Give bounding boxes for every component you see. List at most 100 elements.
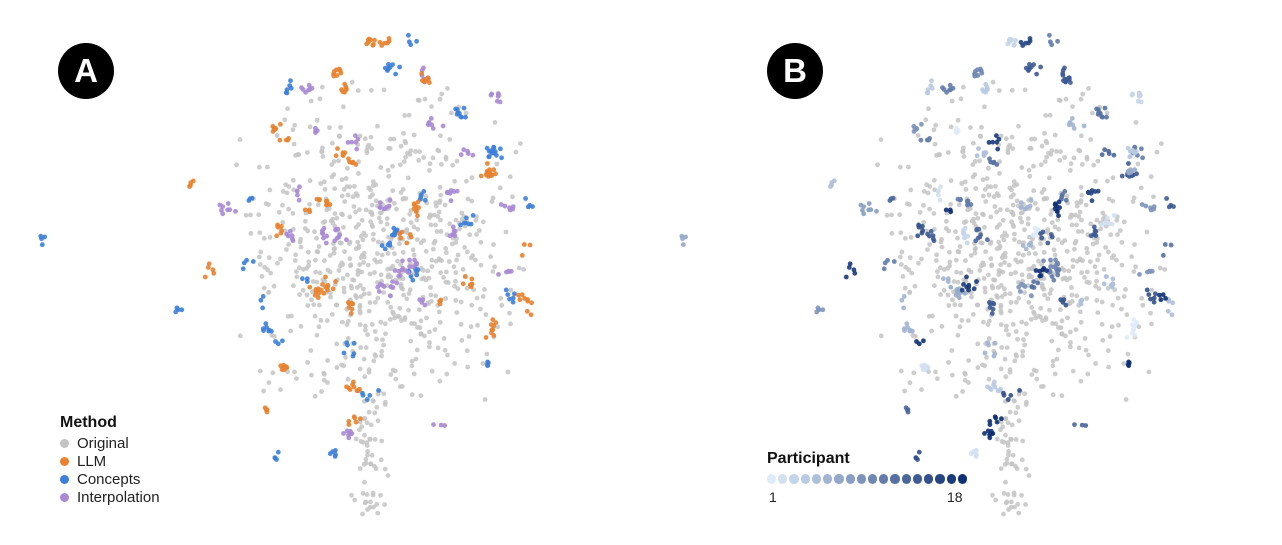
scatter-point	[482, 397, 488, 402]
scatter-point	[499, 302, 505, 308]
scatter-point	[907, 202, 912, 208]
scatter-point	[345, 342, 350, 348]
scatter-point	[270, 370, 276, 376]
scatter-point	[278, 387, 283, 392]
scatter-point	[397, 314, 402, 320]
scatter-point	[980, 193, 986, 199]
scatter-point	[1013, 37, 1018, 43]
scatter-point	[956, 202, 962, 208]
scatter-point	[1008, 436, 1014, 442]
scatter-point	[442, 202, 448, 208]
participant-swatch	[834, 474, 844, 484]
scatter-point	[436, 148, 442, 154]
scatter-point	[1119, 262, 1125, 268]
scatter-point	[491, 167, 497, 173]
scatter-point	[260, 326, 266, 331]
scatter-point	[362, 500, 368, 506]
scatter-point	[1011, 183, 1017, 189]
scatter-point	[1068, 168, 1073, 173]
scatter-point	[1138, 185, 1144, 191]
participant-swatch	[879, 474, 889, 484]
scatter-point	[1099, 114, 1105, 119]
panel-label-a: A	[58, 43, 114, 99]
scatter-point	[339, 193, 345, 199]
scatter-point	[390, 188, 396, 194]
scatter-point	[1016, 123, 1021, 129]
scatter-point	[296, 152, 302, 158]
scatter-point	[437, 200, 442, 206]
scatter-point	[418, 331, 424, 337]
scatter-point	[970, 312, 976, 317]
scatter-point	[523, 196, 528, 201]
scatter-point	[480, 294, 486, 299]
scatter-point	[327, 253, 333, 258]
scatter-point	[388, 274, 394, 280]
scatter-point	[1103, 274, 1109, 279]
scatter-point	[1012, 231, 1017, 237]
scatter-point	[954, 269, 959, 275]
scatter-point	[422, 79, 427, 85]
scatter-point	[1096, 110, 1102, 115]
scatter-point	[947, 249, 952, 255]
scatter-point	[961, 154, 967, 159]
scatter-point	[349, 492, 354, 498]
scatter-point	[929, 78, 934, 84]
scatter-point	[220, 211, 226, 217]
scatter-point	[1019, 319, 1025, 325]
scatter-point	[454, 257, 459, 263]
scatter-point	[1078, 184, 1084, 190]
scatter-point	[365, 262, 371, 268]
scatter-point	[345, 376, 351, 382]
scatter-point	[1050, 363, 1056, 369]
scatter-point	[486, 154, 492, 159]
scatter-point	[352, 497, 358, 503]
scatter-point	[307, 178, 313, 184]
scatter-point	[188, 182, 193, 188]
scatter-point	[357, 386, 362, 392]
legend-method: Method Original LLM Concepts Interpolati…	[60, 414, 160, 506]
scatter-point	[381, 87, 387, 93]
scatter-point	[398, 282, 404, 287]
scatter-point	[1078, 301, 1084, 307]
scatter-point	[423, 277, 429, 283]
scatter-point	[1040, 285, 1046, 291]
scatter-point	[958, 96, 964, 102]
scatter-point	[202, 274, 208, 280]
scatter-point	[408, 234, 414, 240]
scatter-point	[458, 222, 463, 228]
scatter-point	[1100, 337, 1106, 343]
scatter-point	[376, 388, 381, 393]
scatter-point	[297, 292, 302, 297]
scatter-point	[391, 311, 396, 317]
scatter-point	[992, 379, 997, 385]
scatter-point	[519, 292, 525, 298]
scatter-point	[364, 492, 370, 497]
scatter-point	[366, 369, 372, 375]
scatter-point	[1078, 319, 1084, 325]
scatter-point	[1007, 291, 1013, 297]
scatter-point	[437, 378, 443, 384]
scatter-point	[956, 295, 962, 301]
scatter-point	[347, 256, 353, 262]
scatter-point	[1002, 462, 1008, 467]
scatter-point	[1068, 80, 1073, 85]
scatter-point	[437, 301, 443, 307]
scatter-point	[972, 159, 978, 164]
scatter-point	[1062, 238, 1068, 243]
scatter-point	[489, 199, 495, 205]
scatter-point	[458, 322, 464, 327]
scatter-point	[296, 265, 302, 271]
scatter-point	[369, 202, 375, 208]
scatter-point	[927, 233, 932, 239]
scatter-point	[362, 374, 368, 380]
scatter-point	[357, 322, 363, 327]
scatter-point	[387, 198, 393, 203]
scatter-point	[179, 307, 185, 313]
scatter-point	[403, 154, 408, 160]
scatter-point	[958, 270, 964, 276]
scatter-point	[497, 99, 503, 105]
scatter-point	[425, 75, 431, 81]
scatter-point	[437, 96, 443, 102]
scatter-point	[344, 237, 349, 243]
scatter-point	[1154, 149, 1160, 155]
